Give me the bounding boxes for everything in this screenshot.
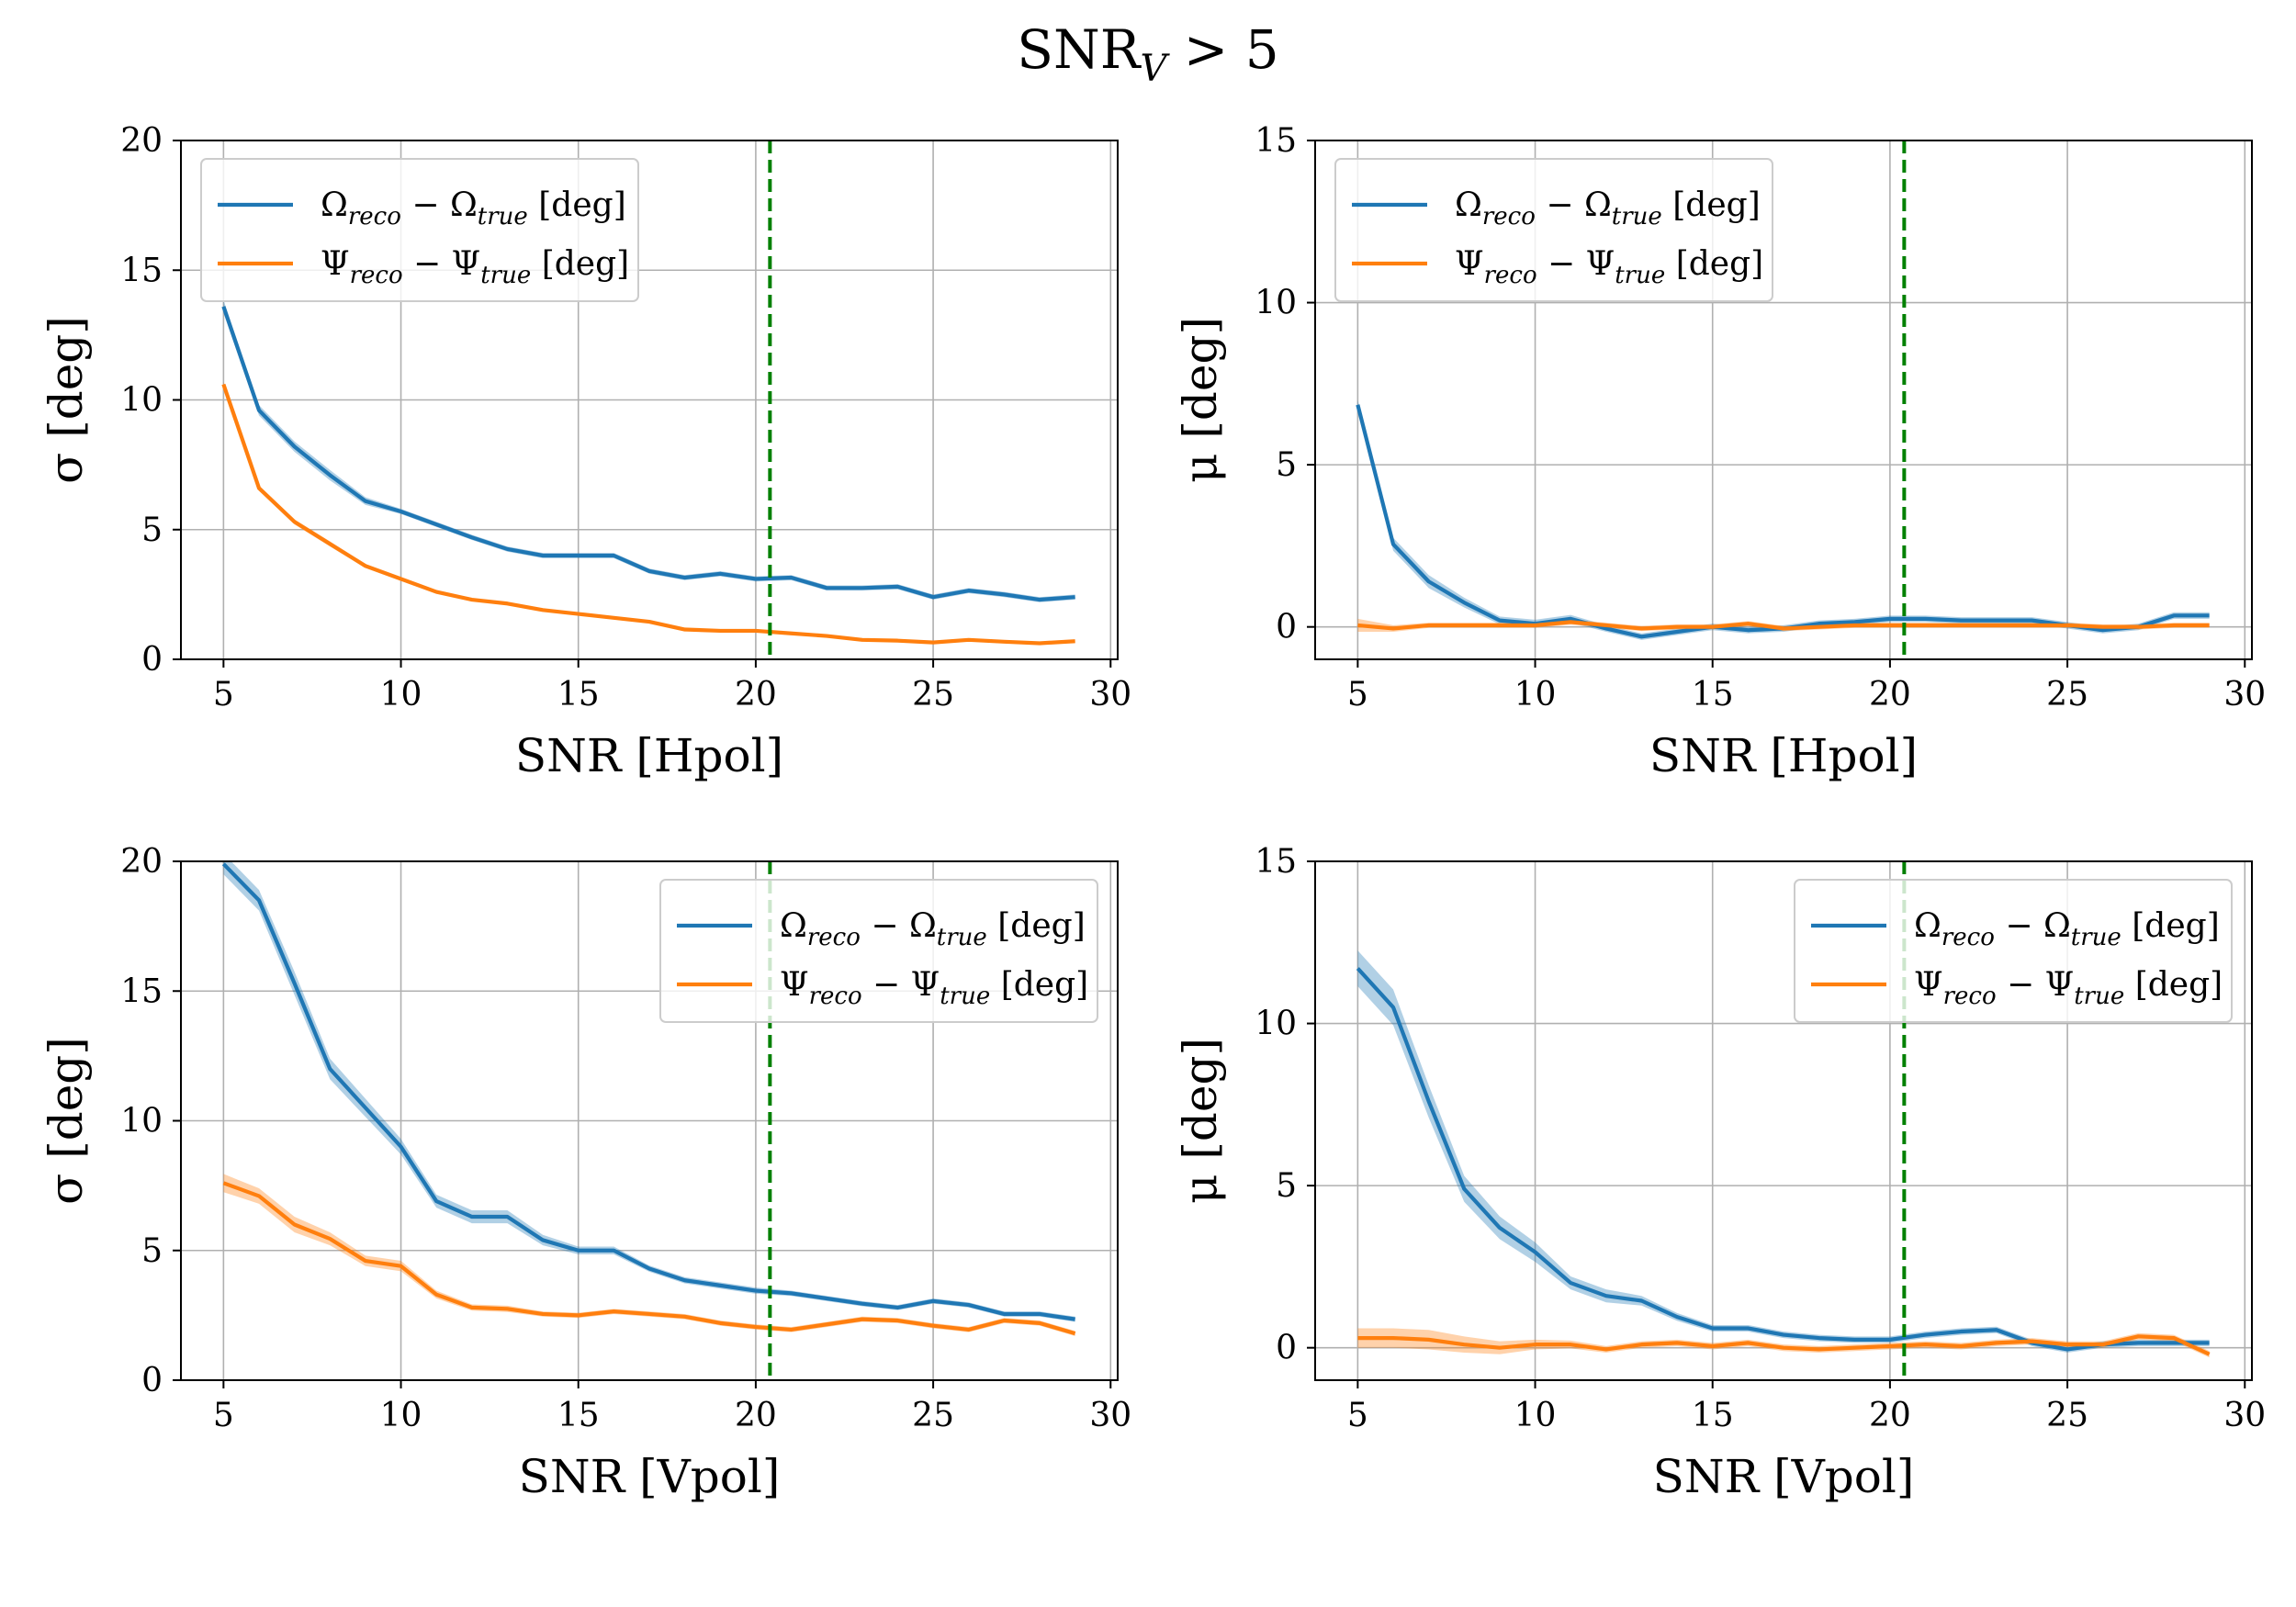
y-tick-label: 15 [120,972,163,1010]
x-tick-label: 30 [1089,1397,1131,1434]
legend: Ωreco − Ωtrue [deg] Ψreco − Ψtrue [deg] [1334,158,1773,302]
x-tick-label: 15 [557,676,600,714]
x-tick-label: 20 [1869,676,1911,714]
legend-label: Ωreco − Ωtrue [deg] [1455,186,1761,230]
legend-label: Ψreco − Ψtrue [deg] [1914,966,2223,1010]
series-1-line [1357,1334,2211,1356]
x-tick-label: 25 [2046,1397,2088,1434]
y-tick-label: 0 [141,641,163,679]
panel-top-right: 5 10 15 20 25 30 0 5 10 15 SNR [Hpol] μ [deg] Ωreco … [1174,122,2266,782]
panel-top-left: 5 10 15 20 25 30 0 5 10 15 20 SNR [Hpol] σ [deg] Ωrec… [39,122,1131,782]
series-0-line [1356,404,2210,639]
legend: Ωreco − Ωtrue [deg] Ψreco − Ψtrue [deg] [1794,879,2233,1023]
x-tick-label: 25 [912,676,954,714]
series-1-line [221,383,1075,646]
y-tick-label: 5 [1276,1167,1297,1205]
x-tick-label: 25 [2046,676,2088,714]
x-axis-label: SNR [Hpol] [1649,729,1918,782]
y-tick-label: 10 [120,382,163,420]
axes-frame [1314,140,2253,660]
x-tick-label: 30 [2223,676,2266,714]
x-tick-label: 20 [1869,1397,1911,1434]
y-tick-label: 0 [141,1362,163,1399]
y-tick-label: 0 [1276,1330,1297,1367]
y-tick-label: 20 [120,843,163,881]
x-tick-label: 10 [380,676,422,714]
legend-label: Ψreco − Ψtrue [deg] [780,966,1088,1010]
legend: Ωreco − Ωtrue [deg] Ψreco − Ψtrue [deg] [659,879,1098,1023]
legend-box [659,879,1098,1023]
series-1-error-band [223,381,1075,645]
x-tick-label: 10 [1514,676,1557,714]
panel-bottom-right: 5 10 15 20 25 30 0 5 10 15 SNR [Vpol] μ [deg] Ωreco … [1174,843,2266,1503]
y-tick-label: 5 [141,1232,163,1270]
x-tick-label: 10 [380,1397,422,1434]
y-tick-label: 10 [1255,1006,1297,1043]
figure-title: SNRV > 5 [1017,18,1278,90]
x-tick-label: 20 [735,1397,777,1434]
y-tick-label: 20 [120,122,163,160]
series-0-line [221,862,1075,1321]
x-tick-label: 15 [557,1397,600,1434]
y-tick-label: 0 [1276,609,1297,646]
legend-label: Ψreco − Ψtrue [deg] [1455,245,1763,289]
x-tick-label: 20 [735,676,777,714]
axes-frame [1314,860,2253,1381]
x-tick-label: 25 [912,1397,954,1434]
y-tick-label: 15 [120,252,163,289]
x-tick-label: 30 [2223,1397,2266,1434]
x-tick-label: 15 [1692,676,1734,714]
legend-label: Ωreco − Ωtrue [deg] [1914,907,2220,951]
legend-box [1334,158,1773,302]
x-tick-label: 5 [1347,676,1368,714]
x-tick-label: 30 [1089,676,1131,714]
x-tick-label: 5 [1347,1397,1368,1434]
y-axis-label: σ [deg] [39,316,93,484]
x-tick-label: 5 [213,1397,234,1434]
legend-box [1794,879,2233,1023]
y-axis-label: σ [deg] [39,1037,93,1205]
x-axis-label: SNR [Vpol] [1653,1450,1915,1503]
y-axis-label: μ [deg] [1174,1038,1227,1204]
x-axis-label: SNR [Hpol] [515,729,783,782]
legend: Ωreco − Ωtrue [deg] Ψreco − Ψtrue [deg] [200,158,639,302]
legend-label: Ψreco − Ψtrue [deg] [321,245,629,289]
series-0-error-band [1357,399,2210,640]
y-axis-label: μ [deg] [1174,317,1227,483]
y-tick-label: 15 [1255,122,1297,160]
series-0-line [221,306,1075,602]
series-1-line [222,1181,1076,1336]
legend-label: Ωreco − Ωtrue [deg] [780,907,1086,951]
series-1-error-band [223,1174,1075,1336]
series-0-line [1356,967,2210,1352]
y-tick-label: 5 [1276,446,1297,484]
series-1-line [1357,620,2210,631]
x-tick-label: 15 [1692,1397,1734,1434]
series-0-error-band [223,861,1075,1322]
panel-bottom-left: 5 10 15 20 25 30 0 5 10 15 20 SNR [Vpol] σ [deg] Ωrec… [39,843,1131,1503]
y-tick-label: 15 [1255,843,1297,881]
series-0-error-band [223,299,1075,602]
y-tick-label: 10 [1255,285,1297,322]
y-tick-label: 5 [141,511,163,549]
x-tick-label: 5 [213,676,234,714]
x-tick-label: 10 [1514,1397,1557,1434]
legend-box [200,158,639,302]
legend-label: Ωreco − Ωtrue [deg] [321,186,626,230]
y-tick-label: 10 [120,1103,163,1141]
x-axis-label: SNR [Vpol] [519,1450,781,1503]
